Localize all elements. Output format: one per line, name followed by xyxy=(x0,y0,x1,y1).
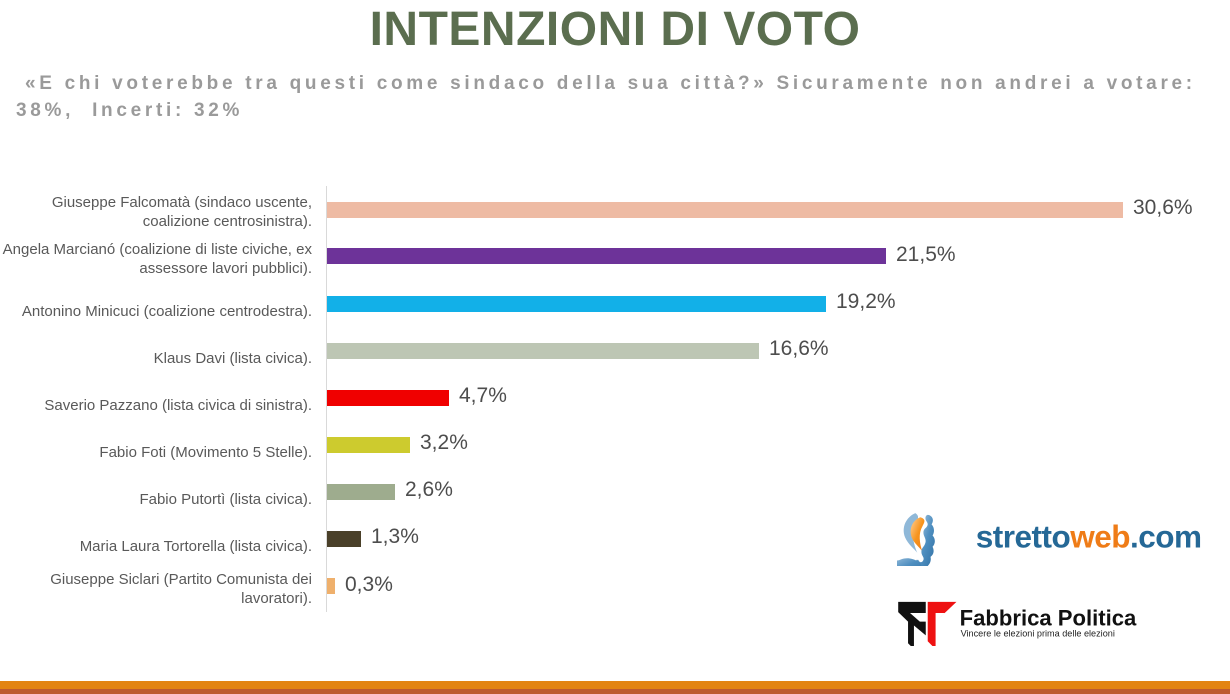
svg-text:strettoweb.com: strettoweb.com xyxy=(976,519,1202,555)
svg-text:Fabbrica Politica: Fabbrica Politica xyxy=(960,605,1137,630)
svg-text:Vincere le elezioni prima dell: Vincere le elezioni prima delle elezioni xyxy=(961,628,1115,638)
